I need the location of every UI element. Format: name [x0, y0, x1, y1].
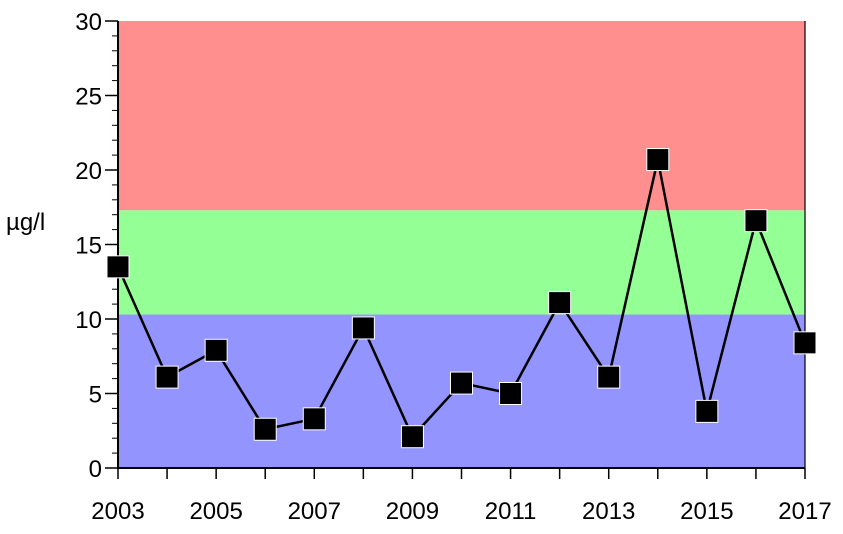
x-tick-label: 2009 — [386, 498, 439, 525]
y-tick-label: 15 — [75, 233, 102, 260]
y-tick-label: 0 — [89, 456, 102, 483]
x-tick-label: 2011 — [485, 498, 537, 525]
data-point-marker — [400, 425, 424, 449]
y-tick-label: 5 — [89, 382, 102, 409]
y-tick-label: 30 — [75, 9, 102, 36]
band-2 — [118, 21, 805, 211]
x-tick-label: 2013 — [582, 498, 635, 525]
data-point-marker — [155, 365, 179, 389]
y-tick-label: 10 — [75, 307, 102, 334]
data-point-marker — [351, 316, 375, 340]
x-tick-label: 2005 — [189, 498, 242, 525]
data-series — [106, 148, 817, 449]
data-point-marker — [597, 365, 621, 389]
x-tick-label: 2017 — [778, 498, 831, 525]
x-tick-label: 2007 — [288, 498, 341, 525]
data-point-marker — [499, 382, 523, 405]
y-axis-label: µg/l — [6, 209, 45, 236]
data-point-marker — [646, 148, 670, 172]
x-tick-label: 2003 — [91, 498, 144, 525]
data-point-marker — [695, 399, 719, 423]
data-point-marker — [744, 209, 768, 233]
data-point-marker — [106, 255, 130, 279]
data-point-marker — [302, 407, 326, 431]
data-point-marker — [548, 291, 572, 315]
y-tick-label: 20 — [75, 158, 102, 185]
data-point-marker — [450, 371, 473, 395]
data-point-marker — [793, 331, 817, 355]
x-tick-label: 2015 — [680, 498, 733, 525]
threshold-bands — [118, 21, 805, 468]
data-point-marker — [204, 338, 228, 362]
y-tick-label: 25 — [75, 84, 102, 111]
chart-axes: 0 5 10 15 20 25 30 2003 2005 2007 2009 2011 2013 2015… — [75, 9, 831, 525]
band-1 — [118, 210, 805, 315]
data-point-marker — [253, 417, 277, 441]
